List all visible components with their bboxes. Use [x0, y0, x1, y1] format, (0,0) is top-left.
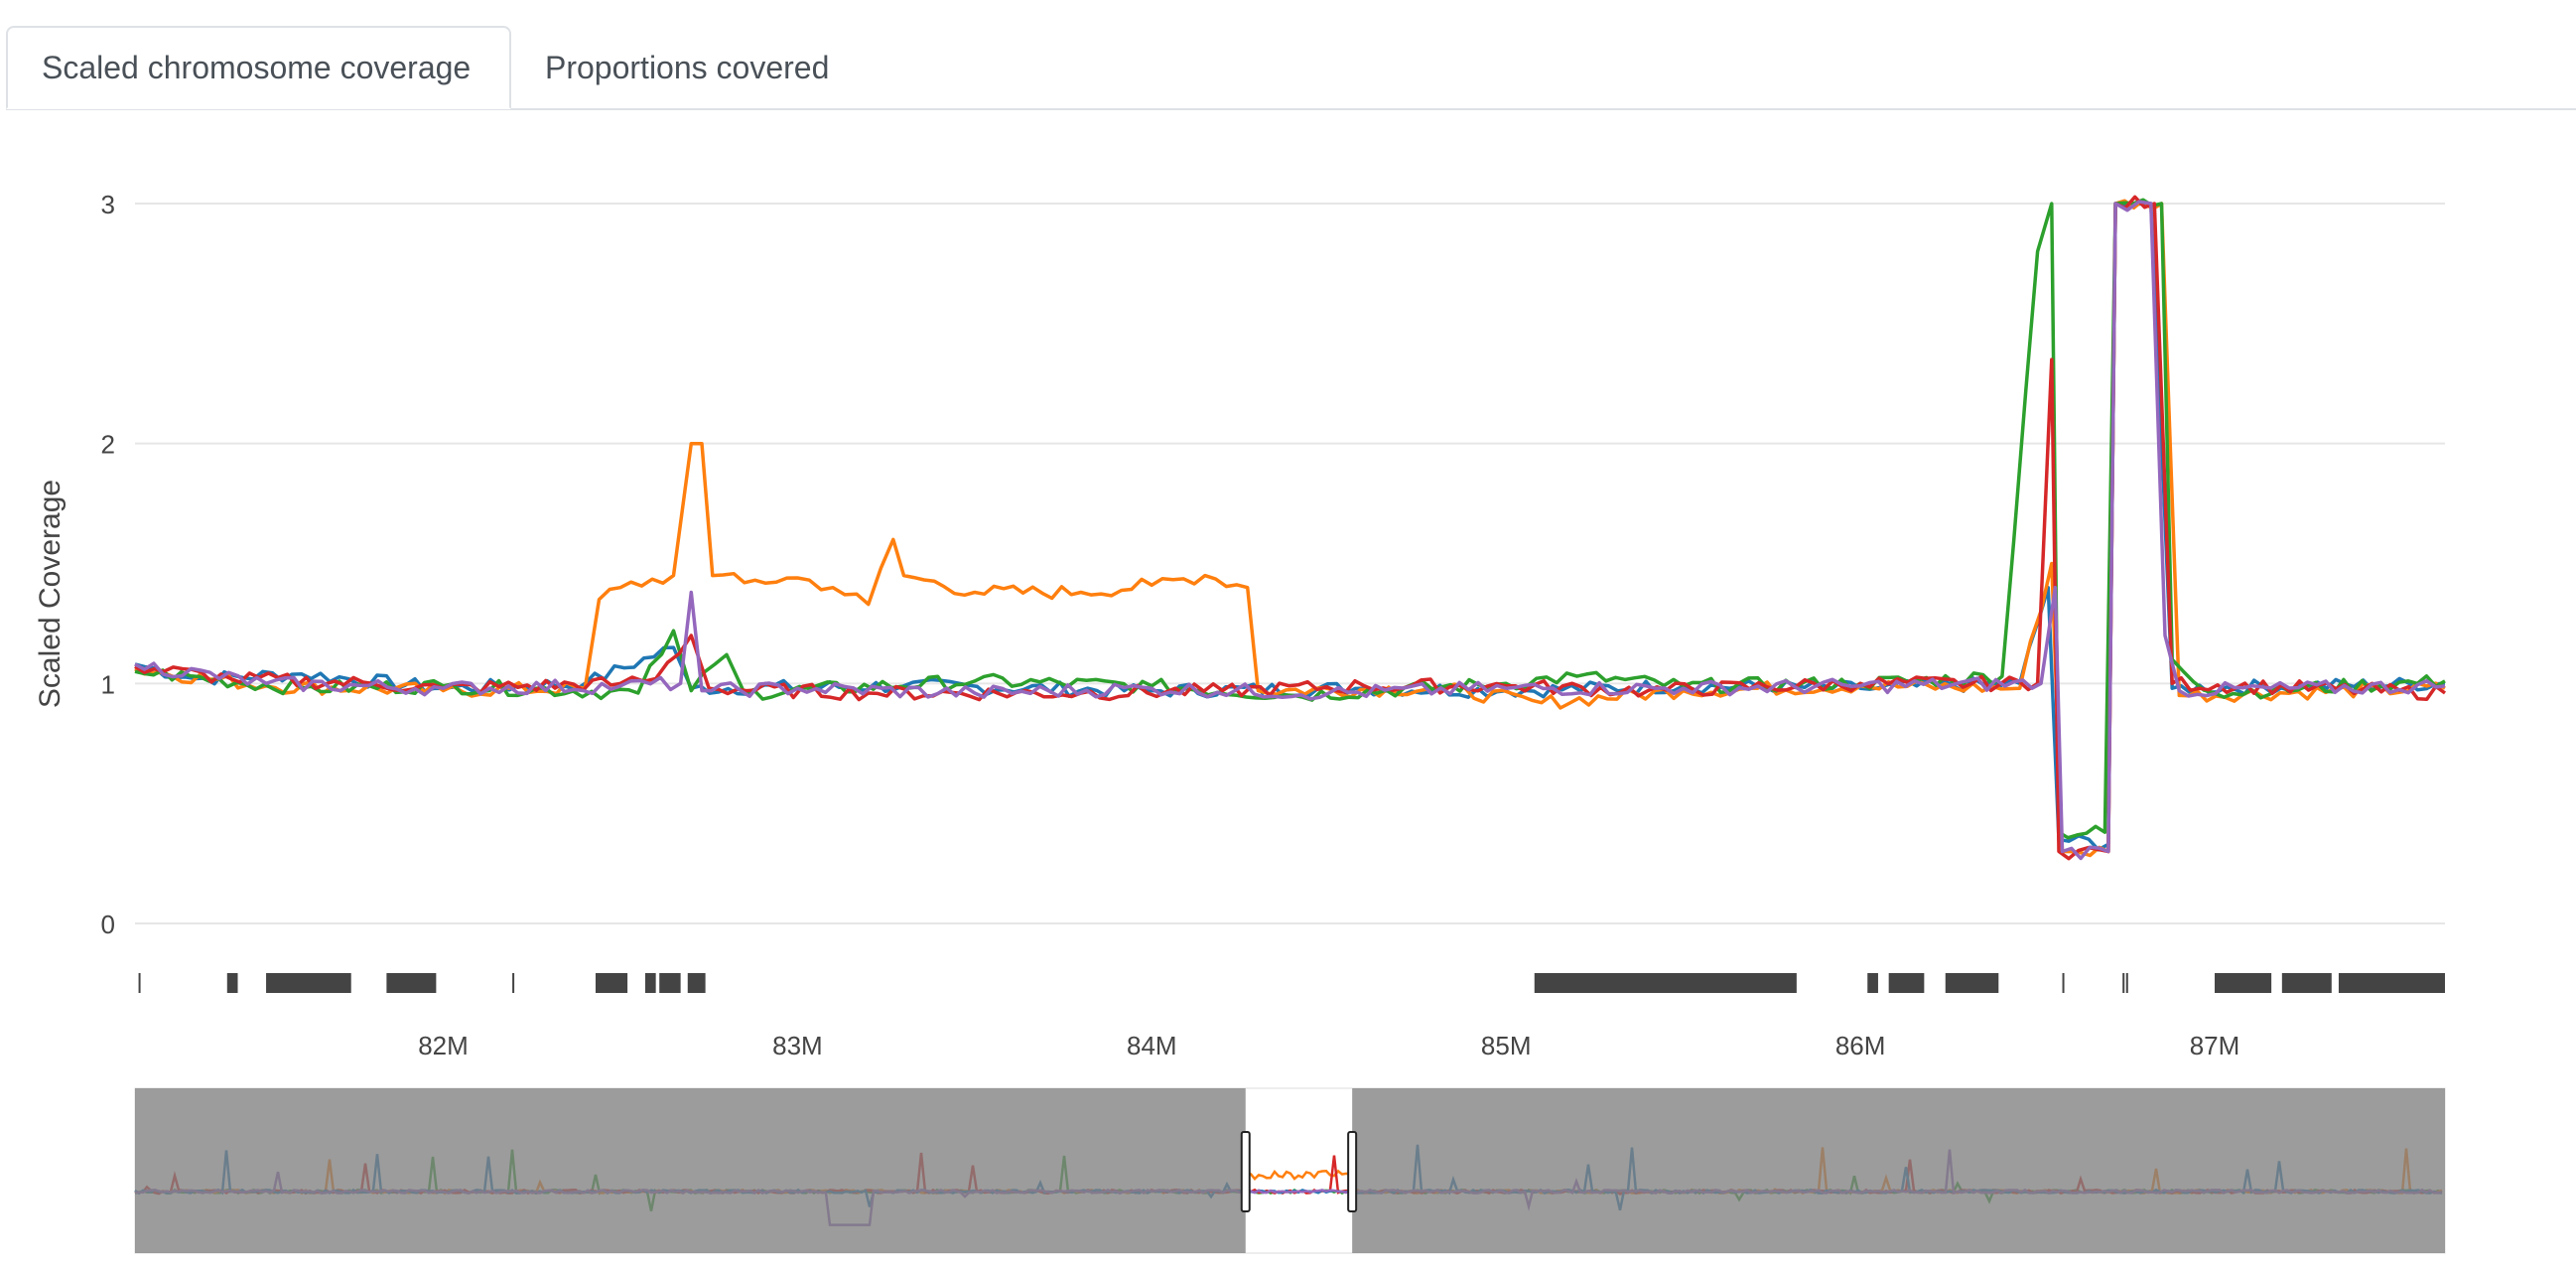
y-tick-label: 2: [101, 430, 115, 460]
tab-divider: [6, 108, 2576, 110]
annotation-block: [1534, 973, 1797, 993]
coverage-line: [134, 198, 2446, 840]
y-tick-label: 3: [101, 190, 115, 219]
range-mask-right: [1352, 1088, 2445, 1253]
range-handle-right[interactable]: [1347, 1131, 1358, 1212]
x-tick-label: 86M: [1835, 1031, 1886, 1060]
annotation-block: [1888, 973, 1925, 993]
coverage-line: [134, 198, 2446, 858]
annotation-block: [266, 973, 351, 993]
annotation-block: [595, 973, 628, 993]
x-tick-label: 85M: [1481, 1031, 1532, 1060]
annotation-block: [2338, 973, 2445, 993]
coverage-line: [134, 195, 2447, 861]
annotation-block: [138, 973, 141, 993]
x-tick-label: 82M: [418, 1031, 469, 1060]
annotation-block: [386, 973, 437, 993]
tab-scaled-chromosome-coverage[interactable]: Scaled chromosome coverage: [6, 26, 511, 109]
x-tick-label: 84M: [1127, 1031, 1177, 1060]
x-axis-ticks: 82M 83M 84M 85M 86M 87M: [418, 1031, 2239, 1060]
y-axis-label: Scaled Coverage: [34, 480, 67, 708]
x-tick-label: 83M: [772, 1031, 823, 1060]
coverage-lines: [134, 195, 2447, 861]
annotation-track: [138, 973, 2445, 993]
annotation-block: [1945, 973, 1999, 993]
y-tick-label: 1: [101, 669, 115, 699]
x-tick-label: 87M: [2190, 1031, 2240, 1060]
y-tick-label: 0: [101, 910, 115, 939]
annotation-block: [2215, 973, 2272, 993]
annotation-block: [2281, 973, 2332, 993]
annotation-block: [1867, 973, 1878, 993]
coverage-line: [134, 200, 2446, 861]
annotation-block: [644, 973, 656, 993]
y-axis-ticks: 0 1 2 3: [101, 190, 115, 939]
y-gridlines: [135, 203, 2445, 924]
annotation-block: [2062, 973, 2065, 993]
range-handle-left[interactable]: [1240, 1131, 1251, 1212]
range-slider[interactable]: [134, 1087, 2446, 1254]
range-mask-left: [135, 1088, 1246, 1253]
annotation-block: [687, 973, 706, 993]
coverage-line: [134, 202, 2446, 852]
tab-proportions-covered[interactable]: Proportions covered: [545, 49, 830, 85]
annotation-block: [2122, 973, 2125, 993]
annotation-block: [659, 973, 681, 993]
annotation-block: [512, 973, 515, 993]
annotation-block: [226, 973, 238, 993]
annotation-block: [2125, 973, 2128, 993]
tab-bar: Scaled chromosome coverage Proportions c…: [0, 0, 2576, 110]
